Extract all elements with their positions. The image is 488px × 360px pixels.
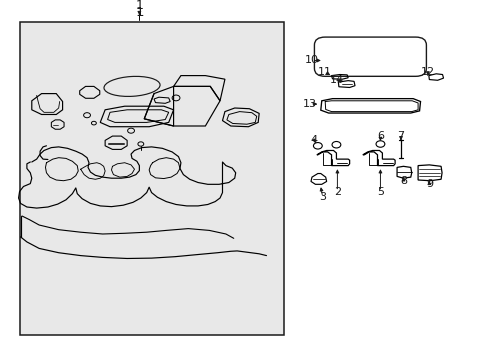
- Text: 8: 8: [399, 176, 406, 186]
- Text: 3: 3: [319, 192, 325, 202]
- Text: 12: 12: [420, 67, 434, 77]
- Text: 4: 4: [310, 135, 317, 145]
- Text: 6: 6: [376, 131, 383, 141]
- Text: 1: 1: [135, 6, 143, 19]
- Text: 14: 14: [329, 75, 343, 85]
- Text: 10: 10: [305, 55, 318, 66]
- Text: 11: 11: [318, 67, 331, 77]
- Text: 5: 5: [376, 186, 383, 197]
- Text: 9: 9: [425, 179, 432, 189]
- Text: 7: 7: [397, 131, 404, 141]
- Text: 2: 2: [333, 186, 340, 197]
- Text: 1: 1: [135, 0, 143, 12]
- Bar: [20, 22, 283, 335]
- Text: 13: 13: [303, 99, 316, 109]
